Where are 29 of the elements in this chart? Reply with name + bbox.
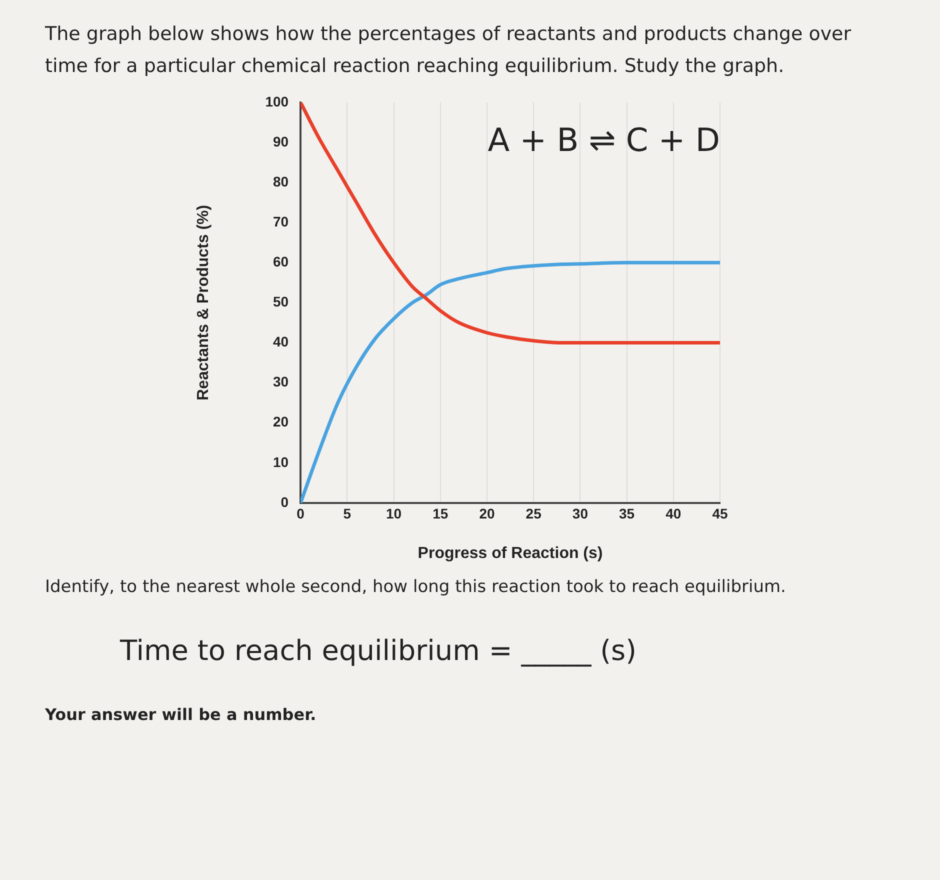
x-tick-label: 45 [712, 505, 728, 522]
x-tick-label: 35 [619, 505, 635, 522]
x-tick-label: 30 [572, 505, 588, 522]
y-tick-label: 70 [272, 213, 289, 230]
chart-title: The graph below shows how the percentages of reactants and products change over time for a particular chemical reaction reaching equilibrium. Study the graph. [45, 22, 852, 79]
y-tick-label: 20 [272, 414, 289, 430]
annotation: A + B ⇌ C + D [488, 120, 720, 159]
y-tick-label: 10 [272, 454, 289, 470]
y-tick-label: 30 [272, 374, 289, 390]
text: Identify, to the nearest whole second, how long this reaction took to reach equilibrium. [45, 576, 787, 599]
x-tick-label: 5 [343, 505, 352, 522]
text: Your answer will be a number. [45, 704, 318, 726]
y-tick-label: 80 [272, 173, 289, 190]
line-series [300, 102, 720, 345]
y-tick-label: 60 [272, 254, 289, 270]
x-tick-label: 40 [666, 505, 682, 522]
x-tick-label: 20 [479, 505, 495, 522]
text: Time to reach equilibrium = _____ (s) [120, 634, 638, 667]
x-tick-label: 15 [432, 505, 448, 522]
x-tick-label: 10 [386, 505, 402, 522]
x-tick-label: 25 [526, 505, 542, 522]
y-tick-label: 50 [272, 294, 289, 310]
y-tick-label: 40 [272, 334, 289, 350]
x-axis-title: Progress of Reaction (s) [418, 544, 603, 562]
y-tick-label: 100 [265, 93, 289, 110]
y-tick-label: 0 [280, 494, 289, 510]
x-tick-label: 0 [296, 505, 305, 522]
y-axis-title: Reactants & Products (%) [195, 204, 212, 400]
y-tick-label: 90 [272, 133, 289, 150]
